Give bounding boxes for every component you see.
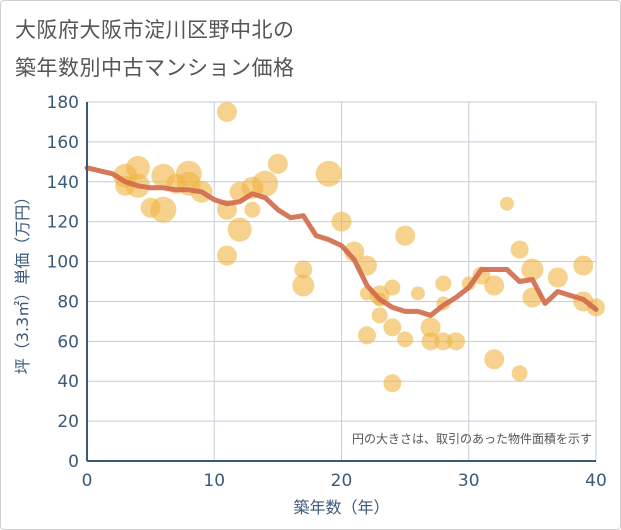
bubble-point: [573, 255, 594, 276]
y-axis-label: 坪（3.3㎡）単価（万円）: [13, 189, 32, 374]
bubble-point: [383, 374, 402, 393]
bubble-point: [510, 240, 529, 259]
chart-title-line2: 築年数別中古マンション価格: [15, 56, 295, 80]
chart-title-line1: 大阪府大阪市淀川区野中北の: [15, 18, 295, 42]
bubble-series: [113, 101, 605, 393]
bubble-point: [447, 332, 466, 351]
x-tick-label: 20: [331, 471, 353, 491]
y-tick-label: 80: [57, 292, 79, 312]
bubble-point: [150, 196, 177, 223]
axes: 0 20 40 60 80 100 120 140 160 180 0 10 20 30 40: [47, 93, 607, 491]
bubble-point: [331, 211, 352, 232]
x-axis-label: 築年数（年）: [293, 498, 389, 517]
bubble-point: [216, 245, 237, 266]
bubble-point: [499, 196, 514, 211]
bubble-point: [521, 258, 544, 281]
y-tick-label: 140: [47, 173, 79, 193]
bubble-point: [547, 267, 568, 288]
bubble-point: [244, 201, 261, 218]
bubble-point: [227, 217, 252, 242]
y-tick-label: 180: [47, 93, 79, 113]
bubble-point: [315, 160, 342, 187]
bubble-point: [294, 260, 313, 279]
average-price-line: [84, 165, 599, 318]
y-tick-label: 0: [68, 452, 79, 472]
y-tick-label: 40: [57, 372, 79, 392]
bubble-point: [125, 155, 150, 180]
bubble-point: [434, 332, 453, 351]
bubble-point: [435, 275, 452, 292]
bubble-point: [484, 349, 505, 370]
bubble-point: [384, 279, 401, 296]
bubble-point: [292, 274, 315, 297]
bubble-point: [420, 317, 441, 338]
x-tick-label: 30: [458, 471, 480, 491]
bubble-point: [511, 365, 528, 382]
bubble-point: [267, 153, 288, 174]
y-tick-label: 120: [47, 213, 79, 233]
x-tick-label: 40: [585, 471, 607, 491]
bubble-point: [357, 326, 376, 345]
bubble-point: [371, 307, 388, 324]
bubble-point: [421, 332, 440, 351]
y-tick-label: 160: [47, 133, 79, 153]
y-tick-label: 20: [57, 412, 79, 432]
size-note: 円の大きさは、取引のあった物件面積を示す: [352, 431, 592, 446]
bubble-point: [252, 170, 279, 197]
bubble-point: [383, 318, 402, 337]
bubble-point: [484, 275, 505, 296]
x-tick-label: 10: [203, 471, 225, 491]
bubble-point: [397, 331, 414, 348]
x-tick-label: 0: [82, 471, 93, 491]
y-tick-label: 100: [47, 253, 79, 273]
bubble-point: [216, 101, 237, 122]
bubble-point: [395, 225, 416, 246]
bubble-point: [410, 286, 425, 301]
y-tick-label: 60: [57, 332, 79, 352]
average-line: [84, 165, 599, 318]
